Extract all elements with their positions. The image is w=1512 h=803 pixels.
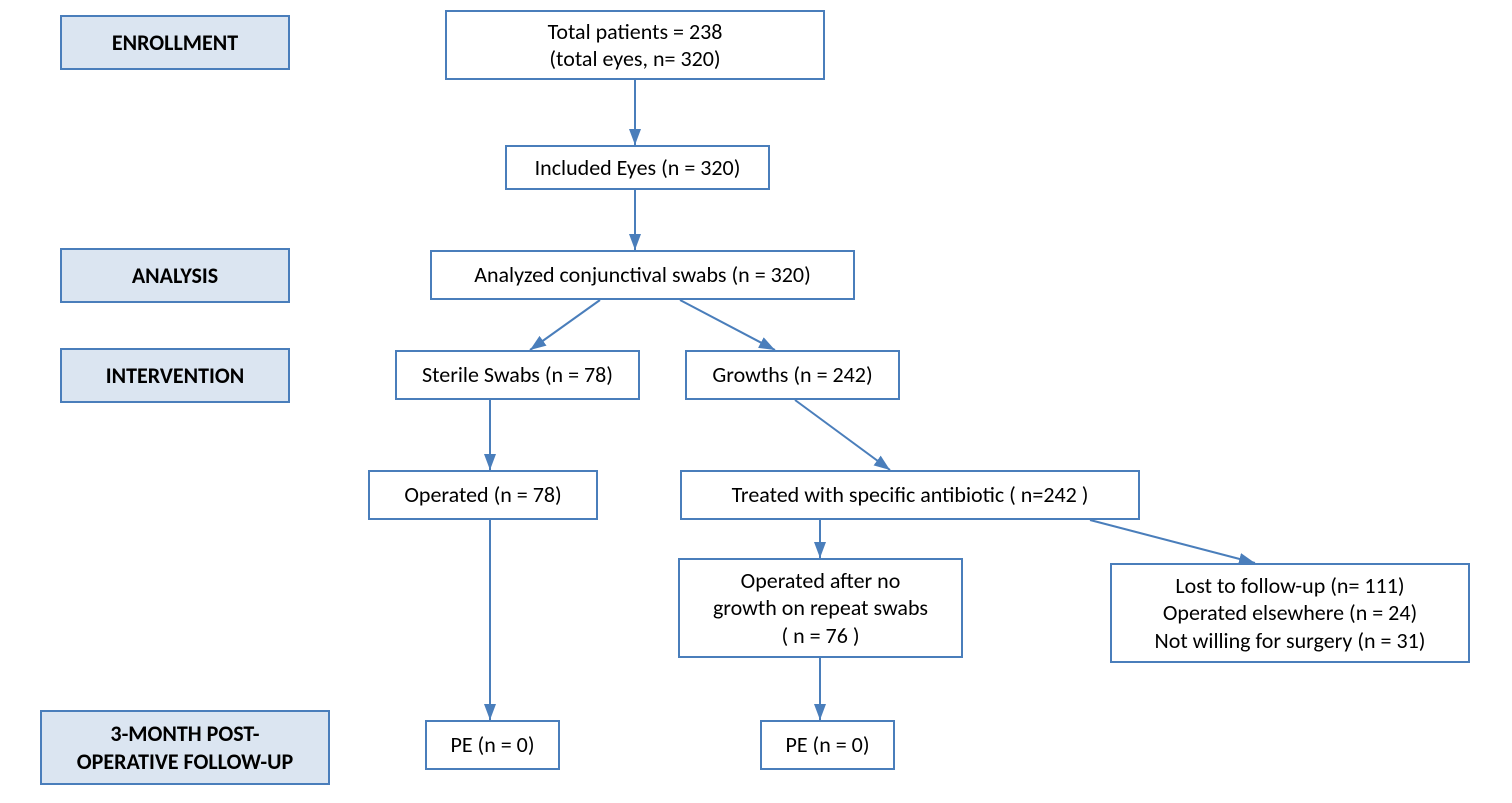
flow-node: Lost to follow-up (n= 111) Operated else…: [1110, 563, 1470, 663]
flow-node: Included Eyes (n = 320): [505, 145, 770, 190]
flow-node: Operated (n = 78): [368, 470, 598, 520]
flow-edge: [795, 400, 890, 470]
phase-box: 3-MONTH POST- OPERATIVE FOLLOW-UP: [40, 710, 330, 785]
flow-edge: [1090, 520, 1255, 563]
flow-node: PE (n = 0): [760, 720, 895, 770]
flow-edge: [530, 300, 600, 350]
flow-node: Operated after no growth on repeat swabs…: [678, 558, 963, 658]
flow-node: Analyzed conjunctival swabs (n = 320): [430, 250, 855, 300]
phase-box: ENROLLMENT: [60, 15, 290, 70]
phase-box: ANALYSIS: [60, 248, 290, 303]
phase-box: INTERVENTION: [60, 348, 290, 403]
flow-node: Sterile Swabs (n = 78): [395, 350, 640, 400]
flow-node: Growths (n = 242): [685, 350, 900, 400]
flow-node: PE (n = 0): [425, 720, 560, 770]
flow-edge: [680, 300, 775, 350]
flow-node: Treated with specific antibiotic ( n=242…: [680, 470, 1140, 520]
flow-node: Total patients = 238 (total eyes, n= 320…: [445, 10, 825, 80]
